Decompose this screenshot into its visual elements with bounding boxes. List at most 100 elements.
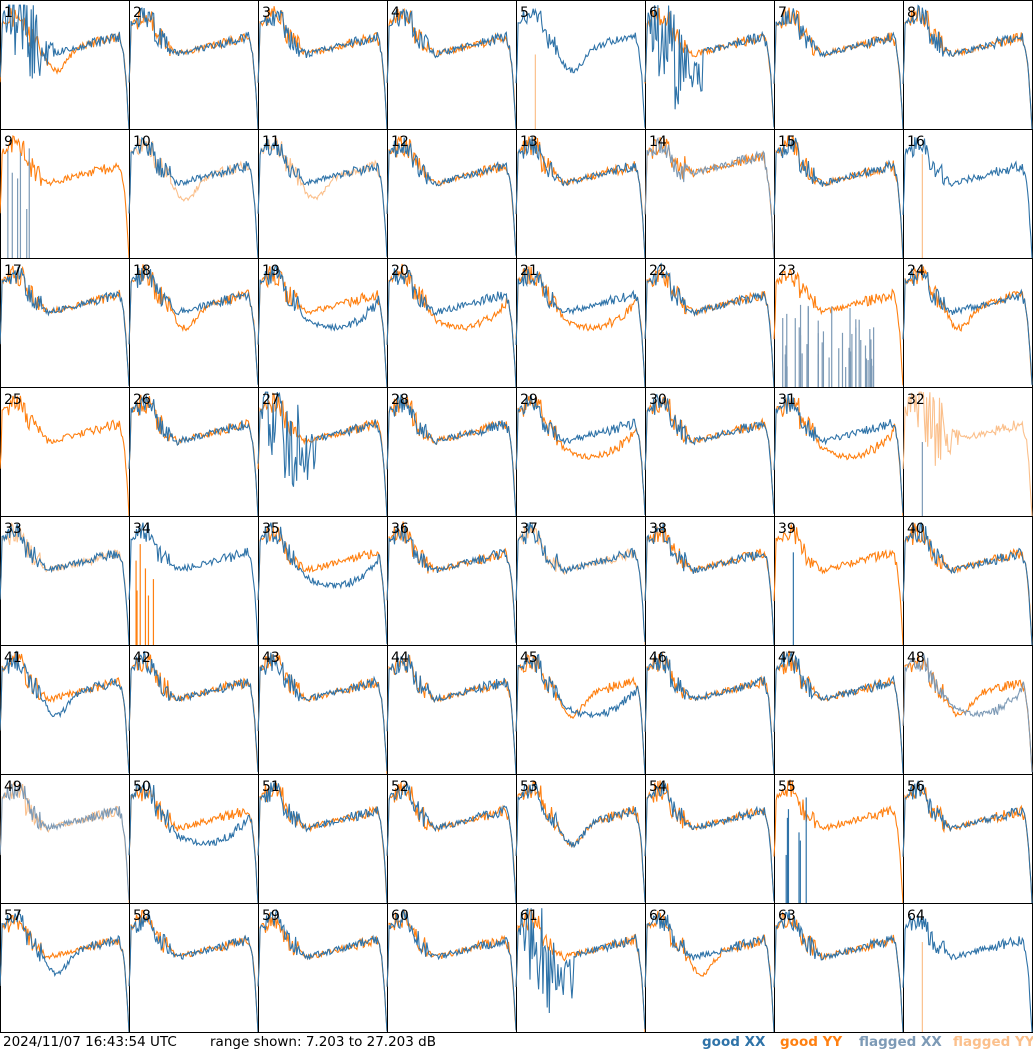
series-yy <box>773 7 904 130</box>
series-xx <box>902 914 1033 1033</box>
series-yy <box>257 266 388 388</box>
panel-58: 58 <box>128 903 259 1033</box>
series-xx <box>773 911 904 1033</box>
series-yy <box>257 912 388 1031</box>
series-yy <box>644 780 775 901</box>
panel-1: 1 <box>0 0 130 130</box>
panel-40: 40 <box>902 516 1033 646</box>
series-yy <box>128 786 259 904</box>
series-xx <box>128 782 259 904</box>
series-xx <box>644 652 775 775</box>
panel-37: 37 <box>515 516 646 646</box>
series-xx <box>515 7 646 128</box>
panel-label: 50 <box>133 779 151 795</box>
panel-label: 34 <box>133 521 151 537</box>
panel-label: 56 <box>907 779 925 795</box>
panel-17: 17 <box>0 258 130 388</box>
panel-label: 14 <box>649 134 667 150</box>
series-xx <box>0 780 130 901</box>
panel-label: 5 <box>520 5 529 21</box>
series-yy <box>128 264 259 385</box>
panel-22: 22 <box>644 258 775 388</box>
panel-label: 63 <box>778 908 796 924</box>
panel-label: 26 <box>133 392 151 408</box>
panel-57: 57 <box>0 903 130 1033</box>
panel-29: 29 <box>515 387 646 517</box>
panel-label: 19 <box>262 263 280 279</box>
panel-47: 47 <box>773 645 904 775</box>
panel-25: 25 <box>0 387 130 517</box>
series-xx <box>257 391 388 517</box>
series-yy <box>0 265 130 386</box>
legend-flagged-xx: flagged XX <box>859 1034 942 1050</box>
panel-18: 18 <box>128 258 259 388</box>
panel-label: 36 <box>391 521 409 537</box>
series-yy <box>644 396 775 514</box>
panel-48: 48 <box>902 645 1033 775</box>
panel-label: 43 <box>262 650 280 666</box>
panel-label: 38 <box>649 521 667 537</box>
series-yy <box>128 137 259 258</box>
panel-label: 10 <box>133 134 151 150</box>
panel-33: 33 <box>0 516 130 646</box>
series-yy <box>902 7 1033 130</box>
series-xx <box>515 267 646 388</box>
series-xx <box>515 783 646 903</box>
series-yy <box>386 263 517 388</box>
series-xx <box>128 136 259 258</box>
panel-label: 1 <box>4 5 13 21</box>
panel-label: 4 <box>391 5 400 21</box>
series-yy <box>0 914 130 1033</box>
panel-24: 24 <box>902 258 1033 388</box>
panel-5: 5 <box>515 0 646 130</box>
series-xx <box>257 522 388 645</box>
panel-label: 15 <box>778 134 796 150</box>
panel-label: 11 <box>262 134 280 150</box>
panel-64: 64 <box>902 903 1033 1033</box>
series-yy <box>515 781 646 902</box>
series-xx <box>0 4 130 130</box>
panel-41: 41 <box>0 645 130 775</box>
series-yy <box>257 137 388 257</box>
panel-8: 8 <box>902 0 1033 130</box>
panel-61: 61 <box>515 903 646 1033</box>
series-xx <box>773 650 904 774</box>
panel-15: 15 <box>773 129 904 259</box>
series-yy <box>773 397 904 517</box>
panel-label: 20 <box>391 263 409 279</box>
panel-label: 48 <box>907 650 925 666</box>
series-xx <box>386 524 517 644</box>
panel-23: 23 <box>773 258 904 388</box>
panel-label: 24 <box>907 263 925 279</box>
panel-label: 23 <box>778 263 796 279</box>
series-xx <box>644 393 775 515</box>
series-yy <box>386 135 517 256</box>
series-yy <box>515 396 646 515</box>
panel-12: 12 <box>386 129 517 259</box>
panel-63: 63 <box>773 903 904 1033</box>
panel-label: 29 <box>520 392 538 408</box>
series-xx <box>644 136 775 259</box>
legend-good-yy: good YY <box>780 1034 843 1050</box>
series-yy <box>773 779 904 904</box>
series-yy <box>902 391 1033 517</box>
panel-7: 7 <box>773 0 904 130</box>
series-yy <box>0 8 130 130</box>
panel-label: 62 <box>649 908 667 924</box>
series-xx <box>902 4 1033 130</box>
panel-label: 8 <box>907 5 916 21</box>
panel-45: 45 <box>515 645 646 775</box>
panel-32: 32 <box>902 387 1033 517</box>
panel-label: 41 <box>4 650 22 666</box>
panel-20: 20 <box>386 258 517 388</box>
panel-21: 21 <box>515 258 646 388</box>
series-yy <box>644 264 775 387</box>
series-yy <box>128 8 259 130</box>
panel-6: 6 <box>644 0 775 130</box>
panel-39: 39 <box>773 516 904 646</box>
series-xx <box>0 650 130 774</box>
panel-label: 37 <box>520 521 538 537</box>
panel-53: 53 <box>515 774 646 904</box>
series-yy <box>386 521 517 643</box>
series-yy <box>257 652 388 775</box>
